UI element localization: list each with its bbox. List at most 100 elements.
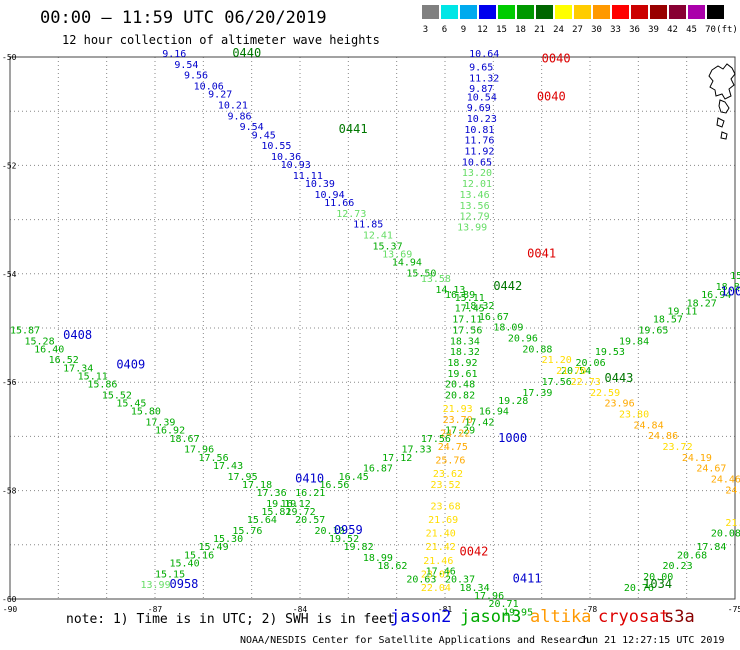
wave-height-value: 16.94 [479,407,509,418]
wave-height-value: 16.21 [295,488,325,499]
wave-height-value: 20.10 [315,526,345,537]
lon-tick-label: -84 [293,605,308,614]
wave-height-value: 16.67 [479,312,509,323]
wave-height-value: 10.06 [194,82,224,93]
wave-height-value: 14.13 [435,285,465,296]
lon-tick-label: -87 [148,605,163,614]
lon-tick-label: -90 [3,605,18,614]
pass-time-label: 0410 [295,471,324,485]
scale-swatch [441,5,458,19]
wave-height-value: 16.12 [281,499,311,510]
wave-height-value: 17.42 [464,418,494,429]
wave-height-value: 11.85 [353,220,383,231]
wave-height-value: 19.52 [329,534,359,545]
wave-height-value: 11.92 [464,147,494,158]
wave-height-value: 15.37 [373,241,403,252]
wave-height-value: 24.46 [711,474,740,485]
wave-height-value: 17.84 [696,542,726,553]
wave-height-value: 19.19 [266,499,296,510]
wave-height-value: 20.37 [445,575,475,586]
scale-swatch [574,5,591,19]
wave-height-value: 9.56 [184,71,208,82]
scale-label: 18 [515,25,526,35]
wave-height-value: 20.54 [561,366,591,377]
wave-height-value: 19.65 [638,325,668,336]
lon-tick-label: -81 [438,605,453,614]
scale-swatch [517,5,534,19]
scale-swatch [479,5,496,19]
wave-height-value: 20.63 [406,575,436,586]
wave-height-value: 17.12 [382,453,412,464]
wave-height-value: 19.11 [667,306,697,317]
scale-label: 6 [441,25,448,35]
wave-height-value: 10.94 [315,190,345,201]
wave-height-value: 10.36 [271,152,301,163]
wave-height-value: 16.89 [445,290,475,301]
wave-height-value: 21.10 [725,518,740,529]
pass-time-label: 1000 [498,431,527,445]
lon-tick-label: -78 [583,605,598,614]
wave-height-value: 17.45 [455,304,485,315]
wave-height-value: 20.88 [522,344,552,355]
wave-height-value: 20.48 [445,380,475,391]
wave-height-value: 17.11 [452,315,482,326]
wave-height-value: 9.69 [467,103,491,114]
wave-height-value: 25.76 [435,456,465,467]
wave-height-value: 24.86 [648,431,678,442]
wave-height-value: 22.73 [571,377,601,388]
scale-swatch [631,5,648,19]
scale-swatch [460,5,477,19]
pass-time-label: 0040 [537,89,566,103]
scale-swatch [422,5,439,19]
satellite-s3a: s3a [664,607,695,627]
lat-tick-label: -50 [2,53,17,62]
scale-label: 42 [667,25,678,35]
wave-height-value: 13.46 [460,190,490,201]
wave-height-value: 23.07 [421,569,451,580]
wave-height-value: 20.96 [508,334,538,345]
wave-height-value: 24.67 [696,464,726,475]
wave-height-value: 18.27 [687,298,717,309]
wave-height-value: 20.71 [489,599,519,610]
wave-height-value: 23.70 [443,415,473,426]
wave-height-value: 22.59 [590,388,620,399]
wave-height-value: 18.34 [460,583,490,594]
wave-height-value: 16.94 [701,290,731,301]
wave-height-value: 13.58 [421,274,451,285]
wave-height-value: 23.52 [431,480,461,491]
wave-height-value: 12.73 [336,209,366,220]
wave-height-value: 13.20 [462,168,492,179]
wave-height-value: 12.01 [462,179,492,190]
wave-height-value: 15.11 [78,371,108,382]
scale-label: 70 [705,25,716,35]
pass-time-label: 1000 [721,284,740,298]
scale-label: 9 [460,25,467,35]
wave-height-value: 20.76 [624,583,654,594]
wave-height-value: 17.36 [257,488,287,499]
scale-label: 27 [572,25,583,35]
footer-note: note: 1) Time is in UTC; 2) SWH is in fe… [66,612,395,627]
page-subtitle: 12 hour collection of altimeter wave hei… [62,33,380,47]
scale-swatch [536,5,553,19]
wave-height-value: 17.56 [421,434,451,445]
scale-label: 39 [648,25,659,35]
wave-height-value: 10.64 [469,49,499,60]
wave-height-value: 23.80 [619,409,649,420]
wave-height-value: 20.00 [643,572,673,583]
wave-height-value: 15.86 [87,380,117,391]
pass-time-label: 0409 [116,358,145,372]
wave-height-value: 16.45 [339,472,369,483]
wave-height-value: 21.93 [443,404,473,415]
scale-label: 12 [477,25,488,35]
wave-height-value: 17.18 [242,480,272,491]
wave-height-value: 18.92 [447,358,477,369]
wave-height-value: 15.80 [131,407,161,418]
wave-height-value: 21.20 [542,355,572,366]
wave-height-value: 15.28 [25,336,55,347]
map-frame [9,56,736,600]
wave-height-value: 17.29 [445,426,475,437]
wave-height-value: 23.72 [663,442,693,453]
wave-height-value: 12.41 [363,231,393,242]
wave-height-value: 10.93 [281,160,311,171]
